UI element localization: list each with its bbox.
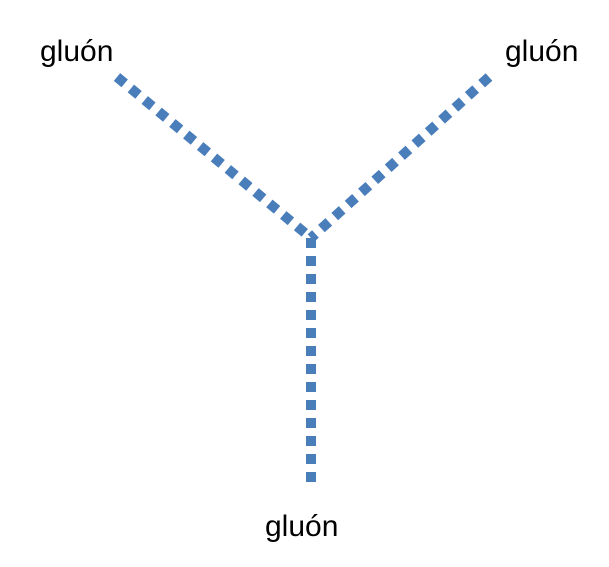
gluon-line-top-left	[113, 73, 315, 242]
label-gluon-top-left: gluón	[40, 35, 113, 68]
label-gluon-bottom: gluón	[265, 510, 338, 543]
gluon-line-top-right	[307, 73, 493, 242]
label-gluon-top-right: gluón	[505, 35, 578, 68]
gluon-lines	[113, 73, 493, 490]
